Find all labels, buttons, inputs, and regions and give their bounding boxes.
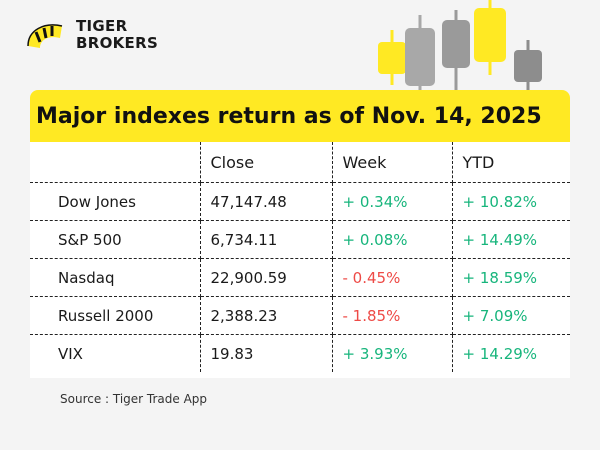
close-value: 19.83 xyxy=(199,334,333,372)
header-close: Close xyxy=(199,142,333,183)
page-title: Major indexes return as of Nov. 14, 2025 xyxy=(36,103,542,129)
table-row: Nasdaq 22,900.59 - 0.45% + 18.59% xyxy=(30,258,570,297)
ytd-change: + 14.29% xyxy=(451,334,570,372)
table-row: VIX 19.83 + 3.93% + 14.29% xyxy=(30,334,570,372)
week-change: - 1.85% xyxy=(331,296,453,335)
header-week: Week xyxy=(331,142,453,183)
close-value: 6,734.11 xyxy=(199,220,333,259)
brand-line-1: TIGER xyxy=(76,17,128,35)
table-row: S&P 500 6,734.11 + 0.08% + 14.49% xyxy=(30,220,570,259)
close-value: 47,147.48 xyxy=(199,182,333,221)
week-change: + 0.34% xyxy=(331,182,453,221)
header-index xyxy=(30,142,201,183)
close-value: 22,900.59 xyxy=(199,258,333,297)
title-banner: Major indexes return as of Nov. 14, 2025 xyxy=(30,90,570,142)
ytd-change: + 7.09% xyxy=(451,296,570,335)
week-change: - 0.45% xyxy=(331,258,453,297)
table-header-row: Close Week YTD xyxy=(30,142,570,183)
brand-logo: TIGER BROKERS xyxy=(22,18,158,52)
source-note: Source : Tiger Trade App xyxy=(60,392,208,406)
ytd-change: + 14.49% xyxy=(451,220,570,259)
week-change: + 0.08% xyxy=(331,220,453,259)
returns-table-card: Close Week YTD Dow Jones 47,147.48 + 0.3… xyxy=(30,142,570,378)
index-name: Dow Jones xyxy=(30,182,201,221)
index-name: Russell 2000 xyxy=(30,296,201,335)
index-name: Nasdaq xyxy=(30,258,201,297)
returns-table: Close Week YTD Dow Jones 47,147.48 + 0.3… xyxy=(30,142,570,372)
week-change: + 3.93% xyxy=(331,334,453,372)
index-name: VIX xyxy=(30,334,201,372)
tiger-tail-icon xyxy=(27,24,63,48)
close-value: 2,388.23 xyxy=(199,296,333,335)
brand-line-2: BROKERS xyxy=(76,34,159,52)
index-name: S&P 500 xyxy=(30,220,201,259)
table-row: Russell 2000 2,388.23 - 1.85% + 7.09% xyxy=(30,296,570,335)
ytd-change: + 18.59% xyxy=(451,258,570,297)
header-ytd: YTD xyxy=(451,142,570,183)
ytd-change: + 10.82% xyxy=(451,182,570,221)
table-row: Dow Jones 47,147.48 + 0.34% + 10.82% xyxy=(30,182,570,221)
